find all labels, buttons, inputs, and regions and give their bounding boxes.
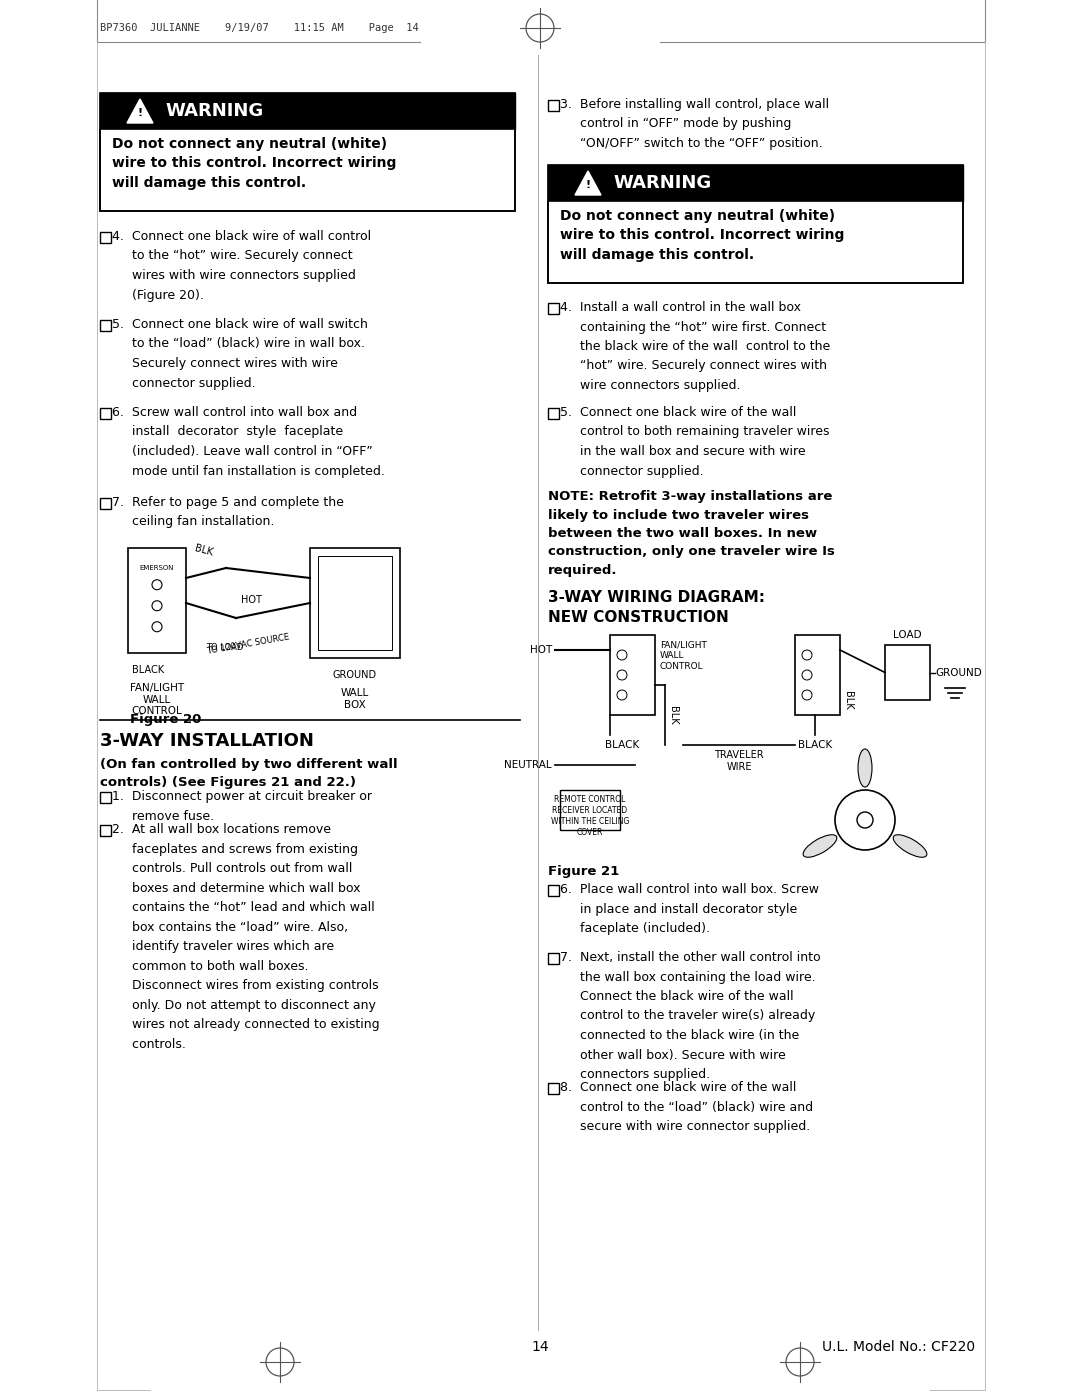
Text: 3-WAY WIRING DIAGRAM:
NEW CONSTRUCTION: 3-WAY WIRING DIAGRAM: NEW CONSTRUCTION — [548, 590, 765, 624]
Bar — [318, 556, 392, 650]
Bar — [548, 886, 559, 895]
Circle shape — [152, 601, 162, 610]
Bar — [795, 636, 840, 715]
Text: !: ! — [585, 180, 591, 190]
Text: (On fan controlled by two different wall
controls) (See Figures 21 and 22.): (On fan controlled by two different wall… — [100, 759, 397, 789]
Text: WARNING: WARNING — [165, 102, 264, 120]
Bar — [129, 548, 186, 652]
Polygon shape — [127, 99, 153, 123]
Bar — [548, 303, 559, 314]
Circle shape — [835, 789, 895, 849]
Text: 4.  Connect one black wire of wall control
     to the “hot” wire. Securely conn: 4. Connect one black wire of wall contro… — [112, 231, 372, 302]
Bar — [100, 408, 111, 419]
Bar — [561, 789, 620, 830]
Text: TO LOAD: TO LOAD — [206, 643, 243, 652]
Bar — [100, 129, 515, 211]
Circle shape — [617, 690, 627, 700]
Text: NEUTRAL: NEUTRAL — [504, 760, 552, 770]
Circle shape — [802, 671, 812, 680]
Text: 6.  Place wall control into wall box. Screw
     in place and install decorator : 6. Place wall control into wall box. Scr… — [561, 883, 819, 935]
Text: FAN/LIGHT
WALL
CONTROL: FAN/LIGHT WALL CONTROL — [130, 683, 184, 717]
Text: 8.  Connect one black wire of the wall
     control to the “load” (black) wire a: 8. Connect one black wire of the wall co… — [561, 1081, 813, 1133]
Text: 4.  Install a wall control in the wall box
     containing the “hot” wire first.: 4. Install a wall control in the wall bo… — [561, 300, 831, 393]
Text: 7.  Refer to page 5 and complete the
     ceiling fan installation.: 7. Refer to page 5 and complete the ceil… — [112, 496, 343, 528]
Text: TO 120VAC SOURCE: TO 120VAC SOURCE — [206, 633, 291, 657]
Text: Do not connect any neutral (white)
wire to this control. Incorrect wiring
will d: Do not connect any neutral (white) wire … — [112, 137, 396, 190]
Text: TRAVELER
WIRE: TRAVELER WIRE — [714, 750, 764, 771]
Circle shape — [617, 650, 627, 659]
Text: WARNING: WARNING — [613, 175, 712, 191]
Text: EMERSON: EMERSON — [139, 564, 174, 571]
Text: 1.  Disconnect power at circuit breaker or
     remove fuse.: 1. Disconnect power at circuit breaker o… — [112, 789, 372, 823]
Bar — [100, 320, 111, 331]
Bar — [548, 1083, 559, 1094]
Text: !: ! — [137, 108, 143, 117]
Text: FAN/LIGHT
WALL
CONTROL: FAN/LIGHT WALL CONTROL — [660, 640, 707, 671]
Bar — [548, 101, 559, 110]
Text: BLK: BLK — [193, 543, 214, 557]
Bar — [548, 953, 559, 964]
Text: GROUND: GROUND — [333, 671, 377, 680]
Text: 5.  Connect one black wire of the wall
     control to both remaining traveler w: 5. Connect one black wire of the wall co… — [561, 407, 829, 478]
Text: NOTE: Retrofit 3-way installations are
likely to include two traveler wires
betw: NOTE: Retrofit 3-way installations are l… — [548, 490, 835, 577]
Text: BLK: BLK — [843, 690, 853, 710]
Circle shape — [617, 671, 627, 680]
Bar — [100, 232, 111, 243]
Bar — [548, 165, 963, 284]
Bar — [100, 497, 111, 509]
Text: BLACK: BLACK — [132, 665, 164, 675]
Bar — [100, 826, 111, 835]
Circle shape — [152, 622, 162, 631]
Text: BLACK: BLACK — [605, 740, 639, 750]
Polygon shape — [575, 170, 600, 196]
Text: GROUND: GROUND — [935, 668, 982, 678]
Circle shape — [152, 580, 162, 590]
Text: Figure 21: Figure 21 — [548, 865, 619, 877]
Text: Do not connect any neutral (white)
wire to this control. Incorrect wiring
will d: Do not connect any neutral (white) wire … — [561, 210, 845, 263]
Bar — [100, 94, 515, 129]
Bar — [310, 548, 400, 658]
Circle shape — [858, 812, 873, 828]
Text: 6.  Screw wall control into wall box and
     install  decorator  style  facepla: 6. Screw wall control into wall box and … — [112, 407, 384, 478]
Text: 3.  Before installing wall control, place wall
     control in “OFF” mode by pus: 3. Before installing wall control, place… — [561, 98, 829, 149]
Circle shape — [802, 650, 812, 659]
Text: 5.  Connect one black wire of wall switch
     to the “load” (black) wire in wal: 5. Connect one black wire of wall switch… — [112, 319, 368, 390]
Ellipse shape — [893, 835, 927, 858]
Text: BLACK: BLACK — [798, 740, 832, 750]
Circle shape — [802, 690, 812, 700]
Text: BP7360  JULIANNE    9/19/07    11:15 AM    Page  14: BP7360 JULIANNE 9/19/07 11:15 AM Page 14 — [100, 22, 419, 34]
Text: LOAD: LOAD — [893, 630, 922, 640]
Bar — [100, 792, 111, 803]
Text: HOT: HOT — [530, 645, 552, 655]
Bar — [548, 408, 559, 419]
Bar — [885, 645, 930, 700]
Bar — [100, 94, 515, 211]
Ellipse shape — [858, 749, 872, 787]
Text: 14: 14 — [531, 1340, 549, 1354]
Bar — [548, 165, 963, 201]
Text: WALL
BOX: WALL BOX — [341, 687, 369, 710]
Text: HOT: HOT — [241, 595, 261, 605]
Text: 7.  Next, install the other wall control into
     the wall box containing the l: 7. Next, install the other wall control … — [561, 951, 821, 1081]
Text: 3-WAY INSTALLATION: 3-WAY INSTALLATION — [100, 732, 314, 750]
Text: 2.  At all wall box locations remove
     faceplates and screws from existing
  : 2. At all wall box locations remove face… — [112, 823, 380, 1051]
Text: REMOTE CONTROL
RECEIVER LOCATED
WITHIN THE CEILING
COVER: REMOTE CONTROL RECEIVER LOCATED WITHIN T… — [551, 795, 630, 837]
Bar — [610, 636, 654, 715]
Bar — [548, 201, 963, 284]
Text: U.L. Model No.: CF220: U.L. Model No.: CF220 — [822, 1340, 975, 1354]
Text: Figure 20: Figure 20 — [130, 712, 201, 726]
Ellipse shape — [804, 835, 837, 858]
Text: BLK: BLK — [669, 705, 678, 724]
